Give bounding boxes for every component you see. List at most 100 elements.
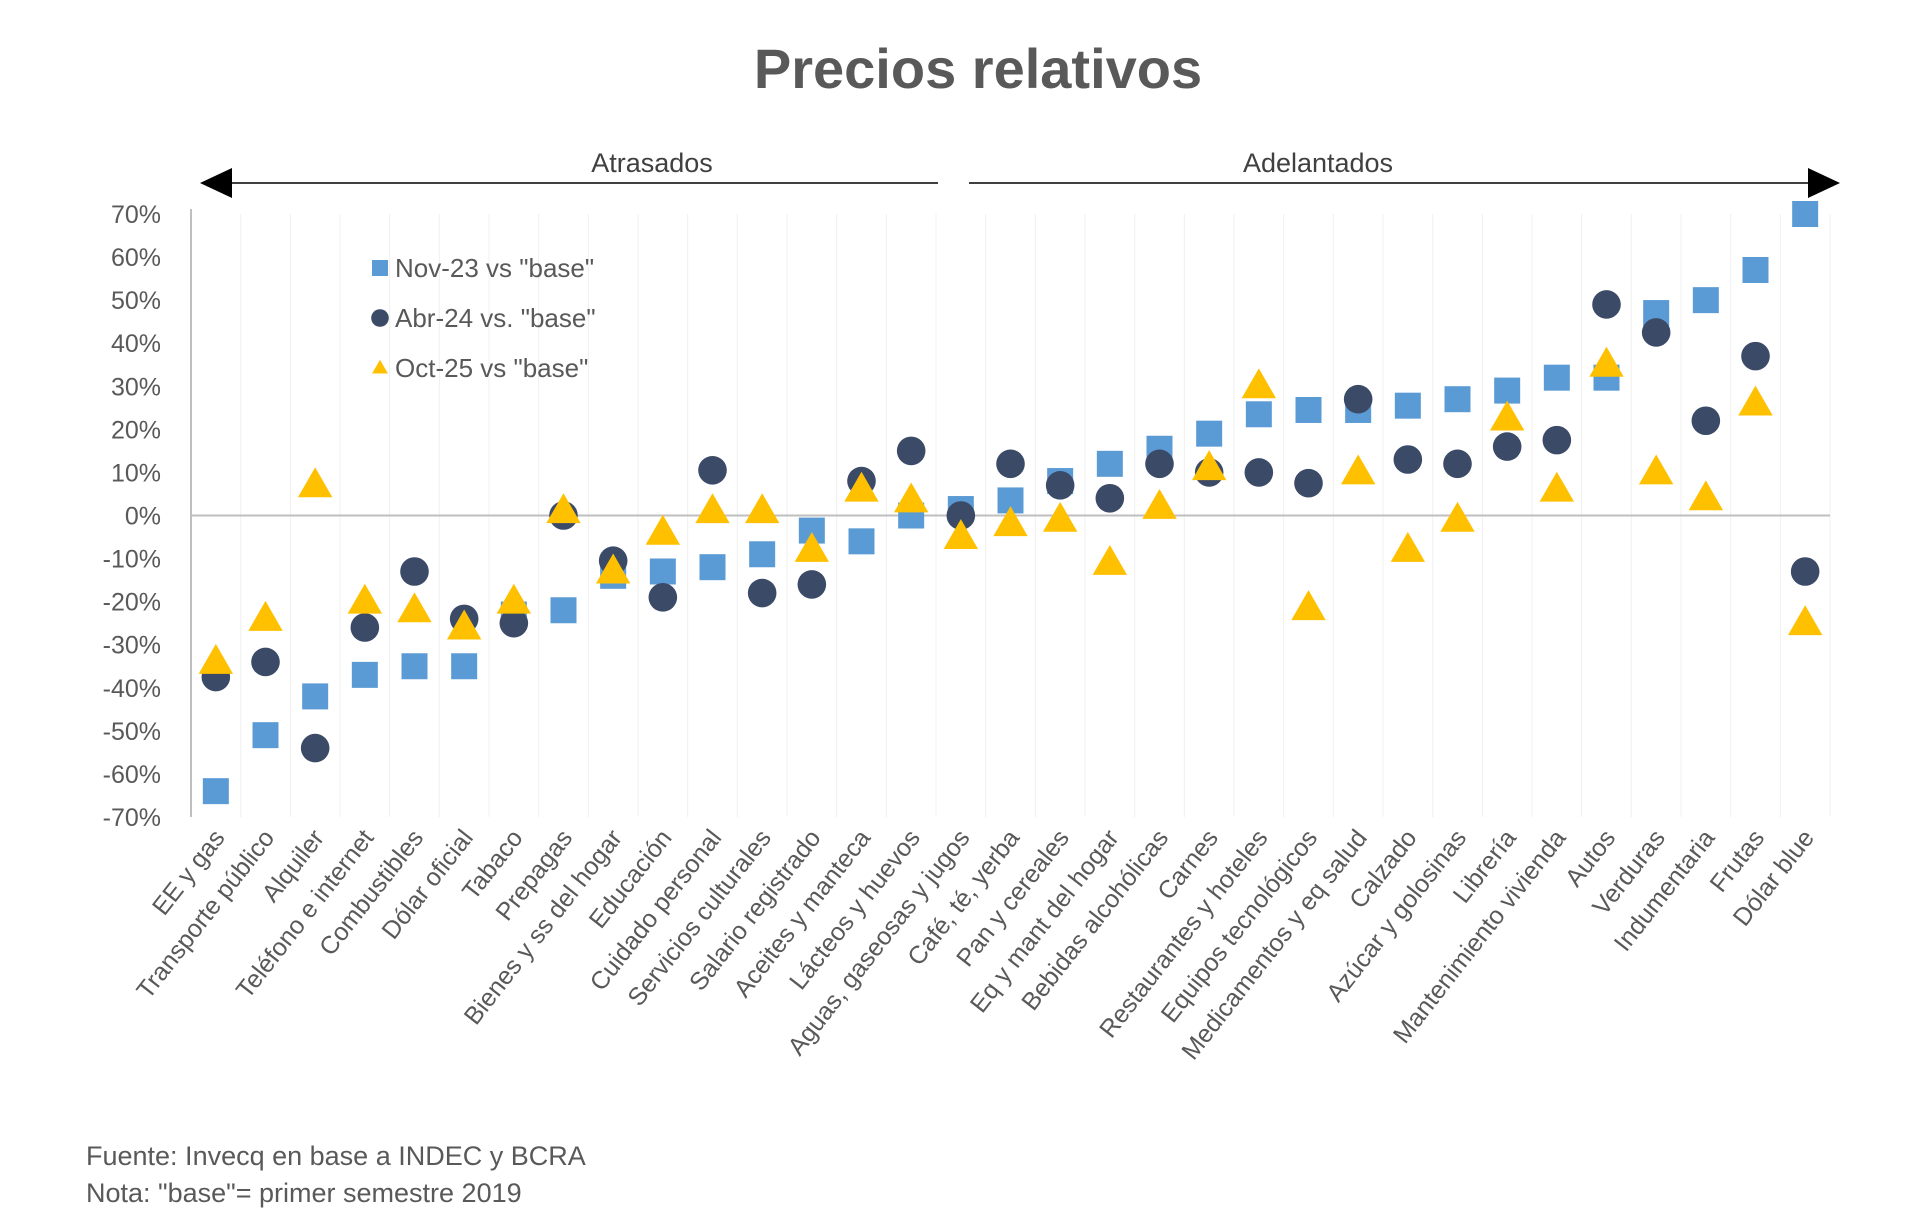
circle-point — [1343, 384, 1373, 414]
circle-point — [400, 557, 429, 586]
square-point — [1543, 364, 1570, 391]
triangle-point — [1390, 532, 1426, 562]
square-point — [1444, 386, 1471, 413]
circle-point — [1095, 483, 1125, 513]
y-tick-label: 20% — [111, 416, 161, 444]
triangle-point — [1092, 544, 1128, 575]
y-tick-label: -50% — [103, 718, 161, 746]
y-tick-label: -10% — [103, 546, 161, 574]
circle-point — [1145, 449, 1174, 479]
triangle-point — [595, 553, 631, 584]
y-tick-label: -60% — [103, 761, 161, 789]
triangle-point — [1688, 480, 1724, 511]
y-tick-label: -40% — [103, 675, 161, 703]
legend-triangle-icon — [372, 359, 388, 374]
triangle-point — [1589, 346, 1624, 377]
triangle-point — [1241, 368, 1277, 399]
source-note: Fuente: Invecq en base a INDEC y BCRA — [86, 1141, 586, 1171]
square-point — [451, 653, 478, 680]
circle-point — [1492, 432, 1522, 461]
circle-point — [1294, 468, 1323, 498]
circle-point — [1691, 406, 1721, 436]
triangle-point — [1142, 488, 1177, 519]
triangle-point — [993, 506, 1028, 537]
y-tick-label: 0% — [125, 503, 161, 531]
triangle-point — [1787, 605, 1823, 636]
y-tick-label: -70% — [103, 804, 161, 832]
y-tick-label: 10% — [111, 459, 161, 487]
triangle-point — [645, 514, 681, 545]
square-point — [550, 597, 577, 624]
triangle-point — [844, 471, 879, 502]
circle-point — [1790, 557, 1820, 586]
square-point — [1245, 401, 1272, 428]
square-point — [1494, 377, 1521, 404]
square-point — [1742, 256, 1769, 283]
triangle-point — [893, 482, 929, 513]
y-tick-label: 50% — [111, 287, 161, 315]
square-point — [749, 541, 776, 568]
circle-point — [896, 436, 926, 466]
circle-point — [1741, 341, 1770, 371]
square-point — [1295, 396, 1322, 423]
legend-entry: Nov-23 vs "base" — [395, 253, 594, 283]
triangle-point — [695, 493, 730, 524]
circle-point — [1592, 290, 1621, 319]
base-note: Nota: "base"= primer semestre 2019 — [86, 1178, 522, 1208]
triangle-point — [347, 583, 383, 614]
legend-circle-icon — [371, 309, 389, 327]
y-tick-label: 30% — [111, 373, 161, 401]
y-tick-label: 70% — [111, 201, 161, 229]
triangle-point — [1638, 454, 1674, 485]
triangle-point — [794, 532, 830, 562]
legend-entry: Oct-25 vs "base" — [395, 353, 588, 383]
circle-point — [350, 613, 380, 642]
y-tick-label: 60% — [111, 244, 161, 272]
circle-point — [300, 733, 330, 763]
square-point — [302, 683, 329, 710]
y-tick-label: -20% — [103, 589, 161, 617]
chart-title: Precios relativos — [754, 37, 1202, 100]
circle-point — [1393, 445, 1423, 474]
square-point — [202, 778, 229, 805]
circle-point — [1045, 471, 1075, 500]
triangle-point — [1489, 400, 1525, 431]
annotation-adelantados: Adelantados — [1243, 148, 1393, 178]
square-point — [1394, 392, 1421, 419]
circle-point — [747, 578, 777, 608]
triangle-point — [1042, 501, 1078, 532]
y-tick-label: -30% — [103, 632, 161, 660]
circle-point — [1641, 318, 1671, 347]
triangle-point — [943, 519, 979, 549]
square-point — [1196, 420, 1223, 447]
square-point — [401, 653, 428, 680]
triangle-point — [397, 592, 432, 623]
triangle-point — [1738, 385, 1773, 416]
triangle-point — [248, 600, 283, 631]
circle-point — [698, 455, 727, 485]
circle-point — [1244, 458, 1274, 487]
square-point — [649, 558, 676, 585]
square-point — [351, 661, 378, 688]
triangle-point — [1539, 471, 1575, 502]
legend-square-icon — [372, 260, 388, 276]
triangle-point — [198, 644, 234, 674]
square-point — [1792, 201, 1819, 227]
triangle-point — [297, 467, 333, 498]
circle-point — [797, 570, 827, 599]
right-arrow-head-icon — [1808, 168, 1840, 198]
circle-point — [946, 501, 976, 530]
square-point — [1692, 287, 1719, 314]
legend: Nov-23 vs "base" Abr-24 vs. "base" Oct-25 … — [371, 253, 596, 383]
y-tick-label: 40% — [111, 330, 161, 358]
annotation-atrasados: Atrasados — [591, 148, 713, 178]
circle-point — [1542, 425, 1572, 455]
circle-point — [648, 583, 678, 612]
circle-point — [1443, 449, 1472, 479]
square-point — [252, 722, 279, 749]
triangle-point — [446, 609, 482, 640]
legend-entry: Abr-24 vs. "base" — [395, 303, 596, 333]
annotation-arrows: Atrasados Adelantados — [200, 148, 1840, 198]
triangle-point — [1340, 454, 1376, 485]
